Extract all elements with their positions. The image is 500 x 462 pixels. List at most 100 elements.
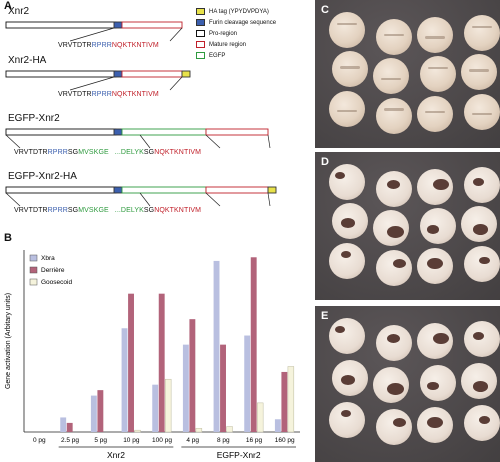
blastopore-fold (424, 36, 446, 39)
legend-entry: Mature region (196, 41, 246, 48)
egfp-box (121, 128, 207, 136)
pigment-patch (473, 332, 484, 340)
bar-derrière (189, 319, 196, 432)
group-label: EGFP-Xnr2 (217, 450, 261, 460)
legend-label: Xbra (41, 255, 55, 262)
callout-line (5, 134, 21, 149)
legend-label: Goosecoid (41, 279, 72, 286)
bar-xbra (152, 384, 159, 432)
legend-swatch (196, 41, 205, 48)
panel-c-label: C (321, 4, 329, 16)
bar-xbra (60, 417, 67, 432)
egfp-box (121, 186, 207, 194)
embryo (373, 210, 409, 247)
bar-xbra (244, 335, 251, 432)
x-tick-label: 2.5 pg (61, 437, 79, 444)
embryo (332, 360, 368, 396)
blastopore-fold (336, 22, 358, 25)
sequence-segment: MVSKGE (78, 207, 109, 214)
blastopore-fold (339, 66, 361, 69)
blastopore-fold (424, 110, 446, 113)
legend-label: Derrière (41, 267, 65, 274)
pigment-patch (341, 250, 351, 258)
pro-region-box (5, 70, 117, 78)
bar-derrière (158, 293, 165, 432)
x-tick-label: 0 pg (33, 437, 46, 444)
sequence-segment: NQKTKNTIVM (111, 42, 159, 49)
construct-bar (5, 128, 271, 149)
callout-line (139, 192, 151, 207)
furin-site-box (113, 21, 123, 29)
callout-line (5, 192, 21, 207)
pigment-patch (473, 178, 484, 186)
pigment-patch (341, 410, 351, 417)
embryo (464, 405, 500, 441)
callout-line (69, 27, 115, 42)
embryo-photo-d: D (315, 152, 500, 300)
pigment-patch (335, 326, 345, 333)
sequence-segment: VRVTDTR (14, 149, 48, 156)
bar-derrière (220, 344, 226, 432)
embryo (461, 54, 497, 91)
sequence-segment: NQKTKNTIVM (154, 207, 202, 214)
embryo (461, 363, 497, 399)
embryo (329, 90, 365, 127)
callout-line (139, 134, 151, 149)
callout-line (169, 76, 183, 91)
legend-swatch (196, 52, 205, 59)
pigment-patch (427, 382, 439, 391)
bar-goosecoid (226, 426, 233, 433)
pigment-patch (341, 218, 355, 229)
sequence-segment: SG (143, 149, 155, 156)
panel-e-label: E (321, 310, 329, 322)
embryo (464, 167, 500, 203)
pigment-patch (479, 256, 490, 265)
embryo (420, 365, 456, 401)
pigment-patch (335, 172, 345, 179)
x-tick-label: 4 pg (186, 437, 199, 444)
construct-name: Xnr2 (8, 6, 30, 17)
x-tick-label: 16 pg (246, 437, 263, 444)
sequence-segment: NQKTKNTIVM (154, 149, 202, 156)
legend-entry: Furin cleavage sequence (196, 19, 276, 26)
embryo (373, 58, 409, 95)
embryo (420, 208, 456, 245)
embryo (417, 323, 453, 359)
construct-sequence: VRVTDTRRPRRNQKTKNTIVM (58, 91, 159, 98)
legend-swatch (29, 278, 38, 286)
mature-region-box (121, 21, 183, 29)
mature-region-box (121, 70, 183, 78)
mature-region-box (205, 186, 269, 194)
sequence-segment: SG (67, 207, 79, 214)
embryo (376, 249, 412, 286)
legend-label: EGFP (209, 53, 226, 60)
blastopore-fold (471, 113, 493, 116)
legend-entry: Pro-region (196, 30, 237, 37)
pigment-patch (387, 180, 400, 190)
bar-derrière (128, 293, 134, 432)
pigment-patch (473, 381, 488, 392)
embryo (376, 171, 412, 207)
legend-swatch (196, 19, 205, 26)
pigment-patch (387, 334, 400, 344)
embryo-photo-e: E (315, 306, 500, 462)
ha-tag-box (181, 70, 191, 78)
blastopore-fold (380, 77, 402, 80)
construct-sequence: VRVTDTRRPRRNQKTKNTIVM (58, 42, 159, 49)
embryo (373, 367, 409, 403)
bar-xbra (182, 344, 189, 432)
pigment-patch (393, 258, 406, 268)
pigment-patch (433, 179, 449, 191)
legend-swatch (196, 8, 205, 15)
panel-b-label: B (4, 232, 12, 244)
callout-line (267, 192, 271, 207)
pigment-patch (433, 333, 449, 345)
construct-name: EGFP-Xnr2 (8, 113, 60, 124)
blastopore-fold (336, 110, 358, 113)
x-tick-label: 10 pg (123, 437, 140, 444)
blastopore-fold (471, 25, 493, 28)
embryo (417, 169, 453, 205)
embryo (417, 247, 453, 284)
embryo (464, 321, 500, 357)
pigment-patch (387, 226, 404, 239)
